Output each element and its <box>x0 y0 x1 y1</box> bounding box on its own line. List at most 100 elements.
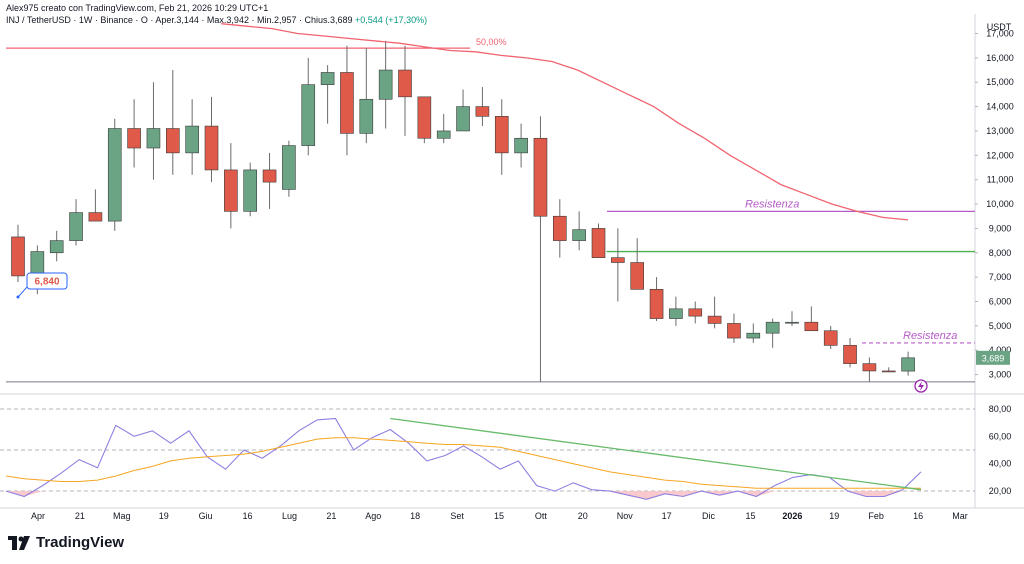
candle-body <box>436 130 451 139</box>
candle-body <box>785 321 799 324</box>
callout-pointer <box>17 286 28 298</box>
tradingview-logo: TradingView <box>8 534 124 551</box>
price-tick-label: 12,000 <box>986 150 1014 160</box>
candle-body <box>49 240 64 254</box>
rsi-line <box>5 417 922 500</box>
price-tick-label: 4,000 <box>989 345 1012 355</box>
resistance-lower-label: Resistenza <box>903 330 957 342</box>
candle-body <box>185 125 199 154</box>
time-tick-label: 20 <box>578 511 588 521</box>
time-tick-label: Mag <box>113 511 131 521</box>
candle-body <box>746 332 761 339</box>
time-tick-label: Mar <box>952 511 968 521</box>
symbol-line: INJ / TetherUSD · 1W · Binance <box>6 15 133 25</box>
candle-body <box>146 128 161 149</box>
candle-body <box>669 308 683 319</box>
rsi-tick-label: 20,00 <box>989 486 1012 496</box>
candle-body <box>688 308 703 317</box>
price-tick-label: 16,000 <box>986 53 1014 63</box>
price-tick-label: 10,000 <box>986 199 1014 209</box>
rsi-oversold-fill <box>6 491 921 500</box>
candle-body <box>649 289 664 319</box>
time-tick-label: 2026 <box>782 511 802 521</box>
candle-body <box>301 84 316 146</box>
time-tick-label: Feb <box>868 511 884 521</box>
candle-body <box>88 212 103 222</box>
candle-body <box>127 128 141 149</box>
candle-body <box>727 323 741 339</box>
candle-body <box>204 125 219 171</box>
time-tick-label: Giu <box>199 511 213 521</box>
rsi-trend-line <box>390 417 922 491</box>
candle-body <box>494 116 509 154</box>
time-tick-label: 21 <box>75 511 85 521</box>
change-value: +0,544 (+17,30%) <box>355 15 428 25</box>
candle-body <box>456 106 470 132</box>
last-price-label: 3,689 <box>982 353 1005 363</box>
time-tick-label: 15 <box>745 511 755 521</box>
time-tick-label: 19 <box>829 511 839 521</box>
price-tick-label: 3,000 <box>989 370 1012 380</box>
price-tick-label: 9,000 <box>989 223 1012 233</box>
time-tick-label: Nov <box>617 511 634 521</box>
time-tick-label: Ott <box>535 511 548 521</box>
resistance-upper-label: Resistenza <box>745 198 799 210</box>
candle-body <box>243 169 257 212</box>
candle-body <box>11 236 25 277</box>
candle-body <box>107 128 122 222</box>
rsi-tick-label: 60,00 <box>989 431 1012 441</box>
price-tick-label: 15,000 <box>986 77 1014 87</box>
candle-body <box>282 145 296 190</box>
lightning-icon-bolt <box>918 381 924 391</box>
price-tick-label: 7,000 <box>989 272 1012 282</box>
candle-body <box>552 215 567 241</box>
candle-body <box>475 106 490 117</box>
candle-body <box>30 251 45 277</box>
rsi-tick-label: 80,00 <box>989 404 1012 414</box>
candle-body <box>533 137 548 217</box>
callout-box <box>26 272 68 290</box>
rsi-ma-line <box>5 437 921 489</box>
candle-body <box>69 212 83 241</box>
price-tick-label: 13,000 <box>986 126 1014 136</box>
rsi-tick-label: 40,00 <box>989 459 1012 469</box>
candle-body <box>514 137 528 154</box>
candle-body <box>262 169 277 183</box>
time-tick-label: 21 <box>326 511 336 521</box>
candle-body <box>881 370 896 373</box>
logo-text: TradingView <box>36 534 125 551</box>
candle-body <box>224 169 238 212</box>
candle-body <box>901 357 915 372</box>
candle-body <box>398 69 412 98</box>
callout-dot <box>16 295 20 299</box>
candle-body <box>359 98 374 134</box>
candle-body <box>320 72 335 85</box>
time-tick-label: 15 <box>494 511 504 521</box>
time-tick-label: Dic <box>702 511 715 521</box>
moving-average-line <box>221 23 909 221</box>
candle-body <box>862 363 877 372</box>
candle-body <box>340 72 354 134</box>
price-tick-label: 14,000 <box>986 102 1014 112</box>
time-tick-label: Lug <box>282 511 297 521</box>
candle-body <box>823 330 838 346</box>
candle-body <box>804 321 819 332</box>
candle-body <box>843 345 857 364</box>
time-tick-label: 17 <box>662 511 672 521</box>
candle-body <box>611 257 625 263</box>
time-tick-label: 16 <box>243 511 253 521</box>
time-tick-label: 16 <box>913 511 923 521</box>
chart-header: Alex975 creato con TradingView.com, Feb … <box>6 3 428 25</box>
callout-label: 6,840 <box>34 277 59 288</box>
price-tick-label: 11,000 <box>987 175 1014 185</box>
candle-body <box>417 96 432 139</box>
candle-body <box>166 128 180 154</box>
time-tick-label: Set <box>450 511 464 521</box>
candle-body <box>591 228 606 258</box>
candle-body <box>378 69 393 100</box>
time-tick-label: 19 <box>159 511 169 521</box>
time-tick-label: Apr <box>31 511 45 521</box>
price-tick-label: 17,000 <box>986 28 1014 38</box>
currency-label: USDT <box>987 22 1012 32</box>
